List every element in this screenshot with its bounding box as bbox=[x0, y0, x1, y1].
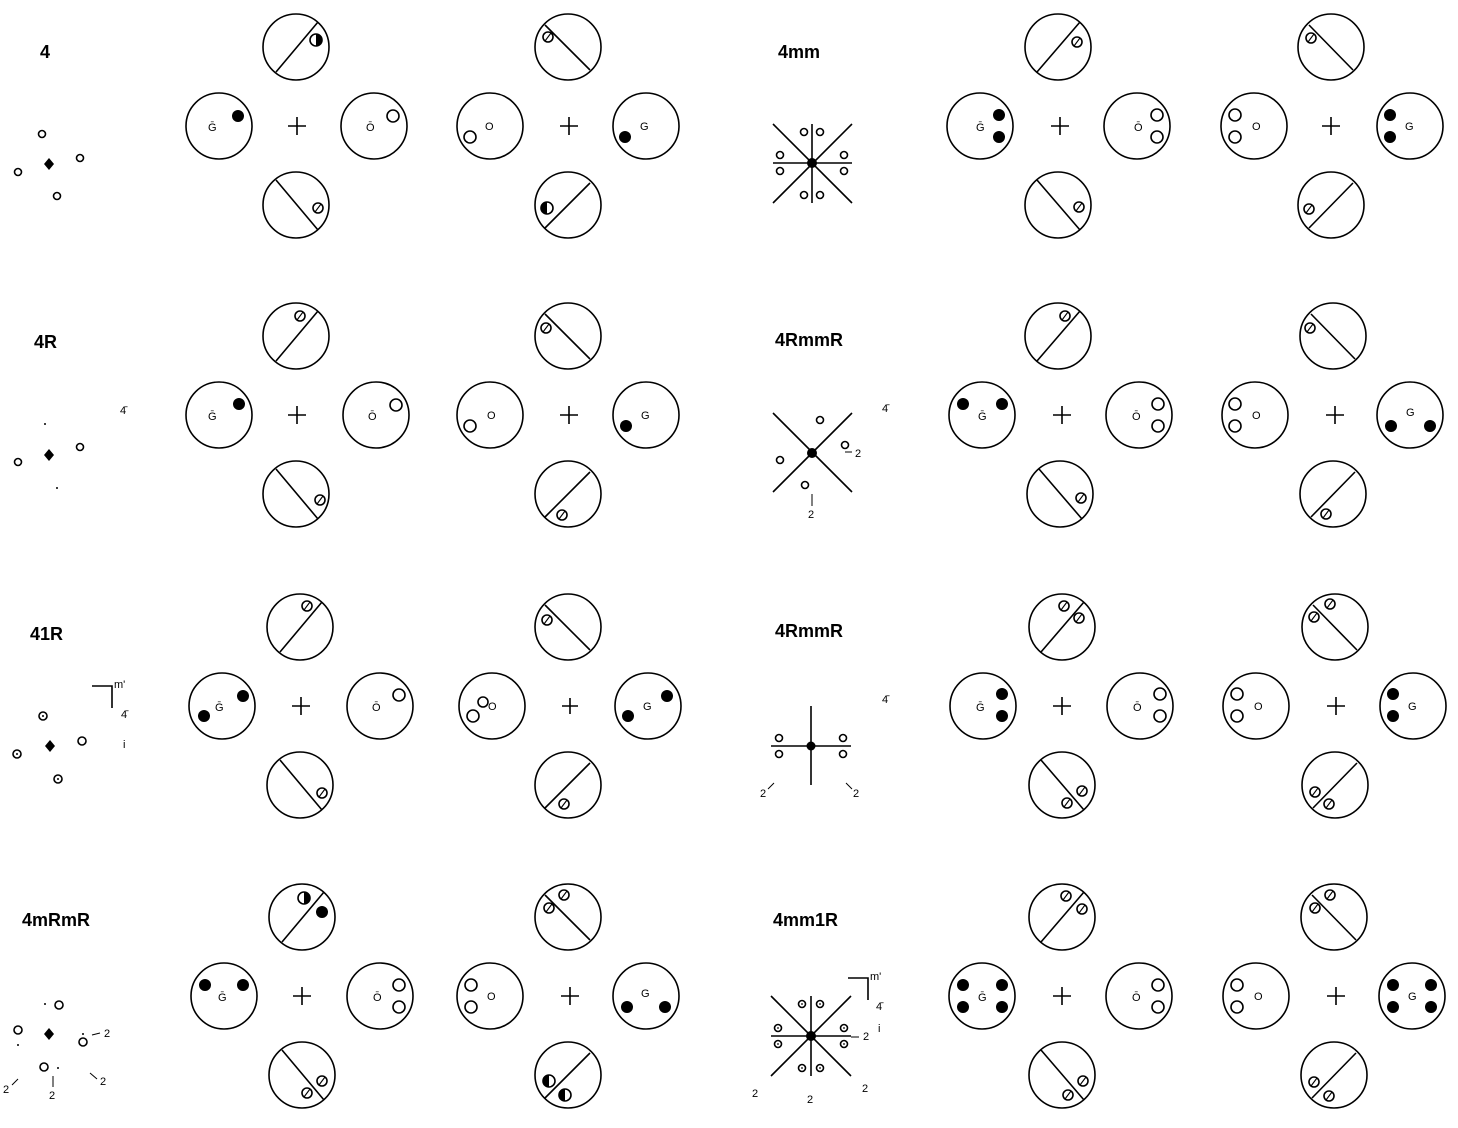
label-O: O bbox=[488, 701, 497, 713]
cluster-a: Ḡ Ō bbox=[188, 593, 414, 819]
cluster-a: Ḡ Ō bbox=[949, 593, 1174, 819]
label-G: G bbox=[1406, 407, 1415, 419]
panel-label: 41R bbox=[30, 624, 63, 644]
label-O-bar: Ō bbox=[1133, 702, 1142, 714]
cluster-a: Ḡ Ō bbox=[185, 302, 410, 528]
label-two: 2 bbox=[760, 788, 766, 800]
panel-label: 4mm bbox=[778, 42, 820, 62]
panel-41R: 41R m' 4̄ i Ḡ Ō bbox=[12, 593, 682, 819]
panel-4mm: 4mm Ḡ Ō bbox=[772, 13, 1444, 239]
label-O-bar: Ō bbox=[1132, 992, 1141, 1004]
label-G-bar: Ḡ bbox=[976, 702, 985, 714]
panel-4mm1R: 4mm1R 2 2 2 2 m' 4̄ i bbox=[752, 883, 1446, 1109]
label-two: 2 bbox=[863, 1031, 869, 1043]
label-O-bar: Ō bbox=[366, 122, 375, 134]
stereogram bbox=[13, 129, 85, 201]
label-two: 2 bbox=[100, 1076, 106, 1088]
cluster-b: O G bbox=[456, 883, 680, 1109]
label-G: G bbox=[1408, 991, 1417, 1003]
label-G: G bbox=[1405, 121, 1414, 133]
label-O: O bbox=[485, 121, 494, 133]
panel-label: 4mm1R bbox=[773, 910, 838, 930]
label-four-bar: 4̄ bbox=[876, 1001, 884, 1013]
label-O-bar: Ō bbox=[1132, 411, 1141, 423]
stereogram bbox=[13, 423, 85, 489]
panel-label: 4 bbox=[40, 42, 50, 62]
label-two: 2 bbox=[104, 1028, 110, 1040]
label-four-bar: 4̄ bbox=[121, 709, 129, 721]
symbol-legend: m' 4̄ i bbox=[92, 679, 129, 751]
cluster-b: O G bbox=[458, 593, 682, 819]
label-two: 2 bbox=[853, 788, 859, 800]
cluster-a: Ḡ Ō bbox=[948, 302, 1173, 528]
label-two: 2 bbox=[807, 1094, 813, 1106]
panel-4: 4 Ḡ Ō bbox=[13, 13, 680, 239]
label-O-bar: Ō bbox=[372, 702, 381, 714]
label-two: 2 bbox=[855, 448, 861, 460]
label-four-bar: 4̄ bbox=[120, 405, 128, 417]
panel-label: 4mRmR bbox=[22, 910, 90, 930]
panel-label: 4RmmR bbox=[775, 621, 843, 641]
label-O-bar: Ō bbox=[368, 411, 377, 423]
label-two: 2 bbox=[752, 1088, 758, 1100]
label-G: G bbox=[640, 121, 649, 133]
symbol-legend: m' 4̄ i bbox=[848, 971, 884, 1035]
label-O-bar: Ō bbox=[1134, 122, 1143, 134]
label-O: O bbox=[487, 410, 496, 422]
cluster-b: O G bbox=[456, 302, 680, 528]
panel-4R: 4R 4̄ Ḡ Ō bbox=[13, 302, 680, 528]
cluster-b: O G bbox=[1221, 302, 1444, 528]
stereogram bbox=[772, 123, 853, 204]
label-i: i bbox=[123, 739, 125, 751]
label-G-bar: Ḡ bbox=[208, 411, 217, 423]
label-two: 2 bbox=[49, 1090, 55, 1102]
label-two: 2 bbox=[862, 1083, 868, 1095]
label-G-bar: Ḡ bbox=[976, 122, 985, 134]
label-O: O bbox=[1252, 121, 1261, 133]
stereogram bbox=[12, 711, 87, 784]
label-G: G bbox=[641, 988, 650, 1000]
label-G-bar: Ḡ bbox=[978, 411, 987, 423]
stereogram: 2 2 bbox=[772, 412, 861, 521]
label-G: G bbox=[641, 410, 650, 422]
label-O: O bbox=[1252, 410, 1261, 422]
label-G-bar: Ḡ bbox=[208, 122, 217, 134]
cluster-a: Ḡ Ō bbox=[185, 13, 408, 239]
label-m-prime: m' bbox=[870, 971, 881, 983]
cluster-a: Ḡ Ō bbox=[190, 883, 414, 1109]
label-O: O bbox=[487, 991, 496, 1003]
label-G: G bbox=[643, 701, 652, 713]
panel-label: 4RmmR bbox=[775, 330, 843, 350]
stereogram: 2 2 2 2 bbox=[752, 995, 869, 1106]
stereogram: 2 2 bbox=[760, 706, 859, 800]
panel-4RmmR-a: 4RmmR 2 2 4̄ Ḡ Ō bbox=[772, 302, 1444, 528]
label-O: O bbox=[1254, 701, 1263, 713]
panel-4mRmR: 4mRmR 2 2 2 2 Ḡ bbox=[3, 883, 680, 1109]
cluster-a: Ḡ Ō bbox=[946, 13, 1171, 239]
label-O: O bbox=[1254, 991, 1263, 1003]
label-G-bar: Ḡ bbox=[978, 992, 987, 1004]
label-m-prime: m' bbox=[114, 679, 125, 691]
label-four-bar: 4̄ bbox=[882, 403, 890, 415]
label-G-bar: Ḡ bbox=[218, 992, 227, 1004]
label-G: G bbox=[1408, 701, 1417, 713]
label-i: i bbox=[878, 1023, 880, 1035]
stereogram: 2 2 2 2 bbox=[3, 1000, 110, 1102]
label-two: 2 bbox=[3, 1084, 9, 1096]
cluster-b: O G bbox=[1222, 593, 1447, 819]
cluster-b: O G bbox=[1222, 883, 1446, 1109]
cluster-b: O G bbox=[1220, 13, 1444, 239]
panel-label: 4R bbox=[34, 332, 57, 352]
cluster-b: O G bbox=[456, 13, 680, 239]
label-two: 2 bbox=[808, 509, 814, 521]
cluster-a: Ḡ Ō bbox=[948, 883, 1173, 1109]
label-G-bar: Ḡ bbox=[215, 702, 224, 714]
panel-4RmmR-b: 4RmmR 2 2 4̄ Ḡ bbox=[760, 593, 1447, 819]
label-O-bar: Ō bbox=[373, 992, 382, 1004]
label-four-bar: 4̄ bbox=[882, 694, 890, 706]
